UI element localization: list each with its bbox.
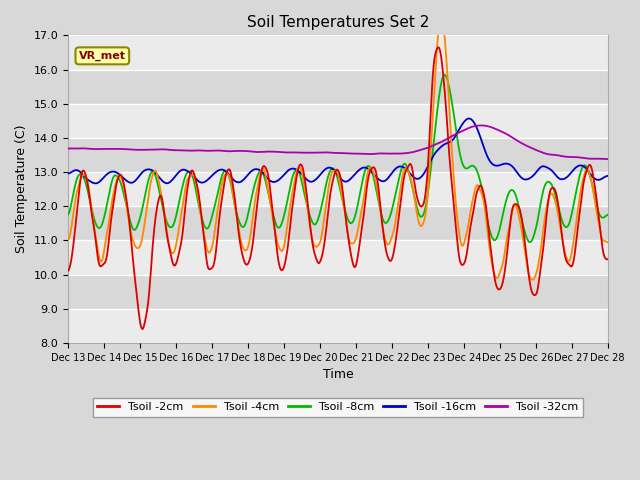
Tsoil -2cm	[64, 268, 72, 274]
Title: Soil Temperatures Set 2: Soil Temperatures Set 2	[246, 15, 429, 30]
Tsoil -4cm	[604, 240, 612, 245]
Tsoil -2cm	[604, 256, 612, 262]
Tsoil -16cm	[185, 169, 193, 175]
Tsoil -8cm	[74, 174, 82, 180]
Tsoil -8cm	[441, 72, 449, 78]
Bar	[68, 172, 608, 206]
Line: Tsoil -4cm: Tsoil -4cm	[68, 19, 608, 280]
Tsoil -4cm	[403, 168, 411, 173]
Tsoil -32cm	[64, 145, 72, 151]
Tsoil -16cm	[74, 168, 82, 173]
Line: Tsoil -8cm: Tsoil -8cm	[68, 75, 608, 242]
Tsoil -8cm	[184, 169, 192, 175]
Tsoil -8cm	[213, 195, 221, 201]
Tsoil -2cm	[404, 164, 412, 170]
Bar	[68, 138, 608, 172]
Tsoil -2cm	[214, 234, 221, 240]
Tsoil -4cm	[437, 16, 445, 22]
Tsoil -8cm	[64, 212, 72, 217]
Tsoil -8cm	[604, 212, 612, 217]
Y-axis label: Soil Temperature (C): Soil Temperature (C)	[15, 125, 28, 253]
Tsoil -8cm	[129, 227, 137, 232]
Tsoil -2cm	[129, 261, 137, 267]
Tsoil -8cm	[419, 212, 427, 218]
Tsoil -2cm	[435, 45, 442, 50]
Line: Tsoil -2cm: Tsoil -2cm	[68, 48, 608, 329]
Bar	[68, 240, 608, 275]
X-axis label: Time: Time	[323, 368, 353, 381]
Tsoil -16cm	[604, 173, 612, 179]
Tsoil -2cm	[185, 177, 193, 182]
Tsoil -16cm	[92, 180, 100, 186]
Legend: Tsoil -2cm, Tsoil -4cm, Tsoil -8cm, Tsoil -16cm, Tsoil -32cm: Tsoil -2cm, Tsoil -4cm, Tsoil -8cm, Tsoi…	[93, 398, 583, 417]
Tsoil -16cm	[214, 168, 221, 174]
Tsoil -32cm	[419, 146, 427, 152]
Tsoil -32cm	[604, 156, 612, 162]
Tsoil -4cm	[419, 221, 427, 227]
Bar	[68, 275, 608, 309]
Tsoil -2cm	[74, 201, 82, 207]
Tsoil -32cm	[74, 145, 82, 151]
Bar	[68, 309, 608, 343]
Tsoil -16cm	[465, 116, 473, 121]
Tsoil -32cm	[184, 148, 192, 154]
Tsoil -16cm	[64, 171, 72, 177]
Bar	[68, 70, 608, 104]
Tsoil -32cm	[213, 148, 221, 154]
Tsoil -32cm	[403, 150, 411, 156]
Tsoil -2cm	[138, 326, 146, 332]
Tsoil -4cm	[64, 237, 72, 243]
Tsoil -16cm	[404, 168, 412, 174]
Bar	[68, 206, 608, 240]
Text: VR_met: VR_met	[79, 51, 126, 61]
Tsoil -4cm	[529, 277, 536, 283]
Tsoil -16cm	[131, 179, 138, 185]
Tsoil -8cm	[526, 239, 534, 245]
Tsoil -8cm	[403, 165, 411, 171]
Bar	[68, 104, 608, 138]
Bar	[68, 36, 608, 70]
Tsoil -4cm	[74, 186, 82, 192]
Line: Tsoil -32cm: Tsoil -32cm	[68, 125, 608, 159]
Tsoil -32cm	[129, 147, 137, 153]
Tsoil -16cm	[420, 171, 428, 177]
Tsoil -2cm	[420, 200, 428, 205]
Tsoil -4cm	[129, 239, 137, 244]
Tsoil -32cm	[478, 122, 486, 128]
Tsoil -4cm	[213, 214, 221, 219]
Tsoil -4cm	[184, 176, 192, 181]
Line: Tsoil -16cm: Tsoil -16cm	[68, 119, 608, 183]
